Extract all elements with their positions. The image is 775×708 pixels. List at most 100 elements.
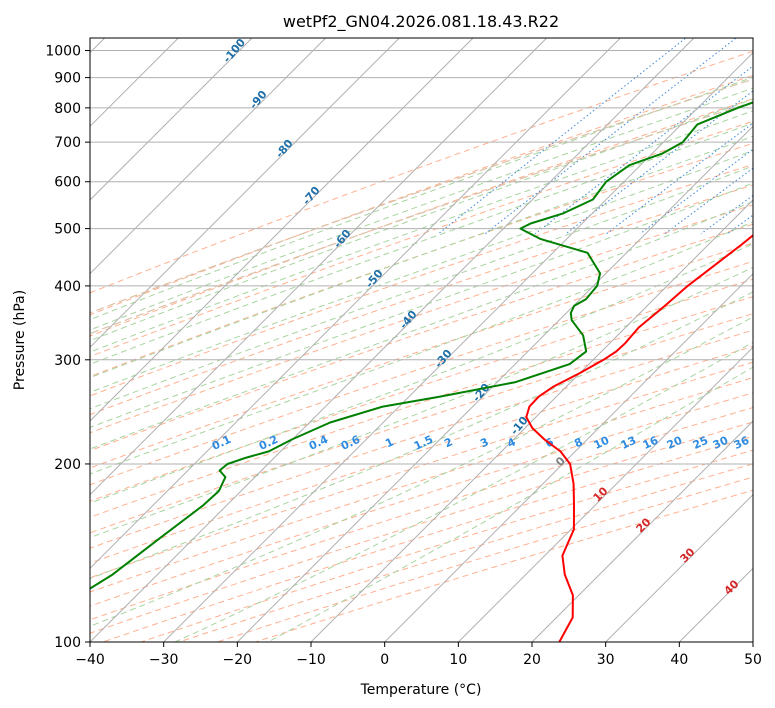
moist-adiabat-label: 20 <box>634 515 654 535</box>
mixing-ratio-label: 20 <box>665 434 685 452</box>
isotherm-line <box>90 38 474 422</box>
temperature-line <box>525 234 753 642</box>
dry-adiabat-line <box>90 361 753 579</box>
mixing-ratio-label: 0.6 <box>339 433 362 453</box>
mixing-ratio-label: 0.4 <box>307 433 330 453</box>
dry-adiabat-line <box>90 329 753 549</box>
y-tick-label: 1000 <box>45 44 81 60</box>
moist-adiabat-line <box>90 316 753 627</box>
x-tick-label: 10 <box>449 652 467 668</box>
y-axis-title: Pressure (hPa) <box>12 290 28 390</box>
line-labels: -100-90-80-70-60-50-40-30-20-10010203040… <box>210 38 752 598</box>
dry-adiabat-line <box>90 392 753 607</box>
mixing-ratio-label: 25 <box>691 434 710 452</box>
isotherm-line <box>236 125 753 642</box>
dry-adiabat-line <box>90 98 753 337</box>
x-tick-label: −10 <box>296 652 326 668</box>
moist-adiabat-line <box>90 149 753 393</box>
moist-adiabat-line <box>90 98 753 342</box>
x-tick-label: 30 <box>597 652 615 668</box>
isotherm-line <box>90 38 622 570</box>
moist-adiabat-line <box>174 341 753 642</box>
moist-adiabat-line <box>90 221 753 475</box>
mixing-ratio-label: 36 <box>732 434 752 452</box>
moist-adiabat-line <box>90 266 753 539</box>
x-tick-label: 20 <box>523 652 541 668</box>
y-tick-label: 100 <box>54 635 81 651</box>
isotherm-line <box>678 567 753 642</box>
mixing-ratio-label: 13 <box>619 434 638 452</box>
y-tick-label: 600 <box>54 175 81 191</box>
x-tick-label: 0 <box>380 652 389 668</box>
isotherm-line <box>90 38 327 275</box>
dry-adiabat-line <box>90 50 753 294</box>
isotherm-line <box>90 38 401 349</box>
mixing-ratio-label: 30 <box>711 434 731 452</box>
isotherm-line <box>162 51 753 642</box>
isotherm-line <box>531 420 753 642</box>
moist-adiabat-line <box>90 201 753 450</box>
isotherm-line <box>310 199 753 642</box>
dry-adiabat-label: -40 <box>397 308 420 332</box>
dry-adiabat-line <box>177 463 753 642</box>
axes: −40 −30 −20 −10 0 10 20 30 40 50 1000 900 800 700 600 5… <box>45 44 762 668</box>
x-tick-label: −20 <box>223 652 253 668</box>
mixing-ratio-line <box>766 26 775 234</box>
mixing-ratio-label: 8 <box>572 435 584 450</box>
dry-adiabat-line <box>101 435 753 642</box>
mixing-ratio-label: 0.2 <box>257 433 280 453</box>
mixing-ratio-label: 16 <box>641 434 661 452</box>
mixing-ratio-label: 0.1 <box>210 433 233 453</box>
mixing-ratio-line <box>438 38 687 235</box>
chart-title: wetPf2_GN04.2026.081.18.43.R22 <box>283 12 559 32</box>
x-tick-label: −30 <box>149 652 179 668</box>
y-tick-label: 700 <box>54 135 81 151</box>
isotherm-line <box>90 38 548 496</box>
moist-adiabat-line <box>90 165 753 410</box>
dry-adiabat-line <box>253 489 753 642</box>
mixing-ratio-label: 10 <box>592 434 612 452</box>
isotherm-line <box>90 38 180 128</box>
y-tick-label: 900 <box>54 71 81 87</box>
mixing-ratio-line <box>664 167 753 235</box>
moist-adiabat-line <box>90 291 753 580</box>
dry-adiabat-line <box>90 74 753 316</box>
dewpoint-line <box>90 101 753 590</box>
isotherm-line <box>457 346 753 642</box>
mixing-ratio-label: 3 <box>478 435 490 450</box>
moist-adiabat-line <box>90 122 753 365</box>
dry-adiabat-label: -60 <box>331 227 354 251</box>
y-tick-label: 500 <box>54 222 81 238</box>
moist-adiabat-line <box>90 76 753 321</box>
moist-adiabat-label: 30 <box>678 545 698 565</box>
background-lines <box>90 26 775 642</box>
moist-adiabat-line <box>90 243 753 504</box>
dry-adiabat-label: -80 <box>273 137 296 161</box>
moist-adiabat-line <box>90 110 753 353</box>
dry-adiabat-label: -70 <box>300 184 323 208</box>
mixing-ratio-label: 1 <box>383 435 395 450</box>
mixing-ratio-line <box>565 90 753 235</box>
dry-adiabat-line <box>90 204 753 434</box>
dry-adiabat-line <box>90 313 753 534</box>
isotherm-line <box>604 493 753 642</box>
moist-adiabat-label: 40 <box>722 577 742 597</box>
dry-adiabat-label: -50 <box>363 267 386 291</box>
mixing-ratio-label: 1.5 <box>412 433 435 453</box>
x-tick-label: 50 <box>744 652 762 668</box>
x-axis-title: Temperature (°C) <box>360 682 482 698</box>
isotherm-line <box>383 272 753 642</box>
isotherm-line <box>90 38 253 201</box>
moist-adiabat-label: 10 <box>591 484 611 504</box>
moist-adiabat-line <box>90 135 753 379</box>
x-tick-label: −40 <box>75 652 105 668</box>
dry-adiabat-line <box>90 242 753 469</box>
y-tick-label: 200 <box>54 457 81 473</box>
mixing-ratio-line <box>700 194 753 235</box>
plot-frame <box>89 37 754 643</box>
moist-adiabat-line <box>90 182 753 428</box>
y-tick-label: 400 <box>54 279 81 295</box>
moist-adiabat-line <box>90 87 753 331</box>
dry-adiabat-line <box>90 120 753 358</box>
mixing-ratio-label: 2 <box>442 435 454 450</box>
